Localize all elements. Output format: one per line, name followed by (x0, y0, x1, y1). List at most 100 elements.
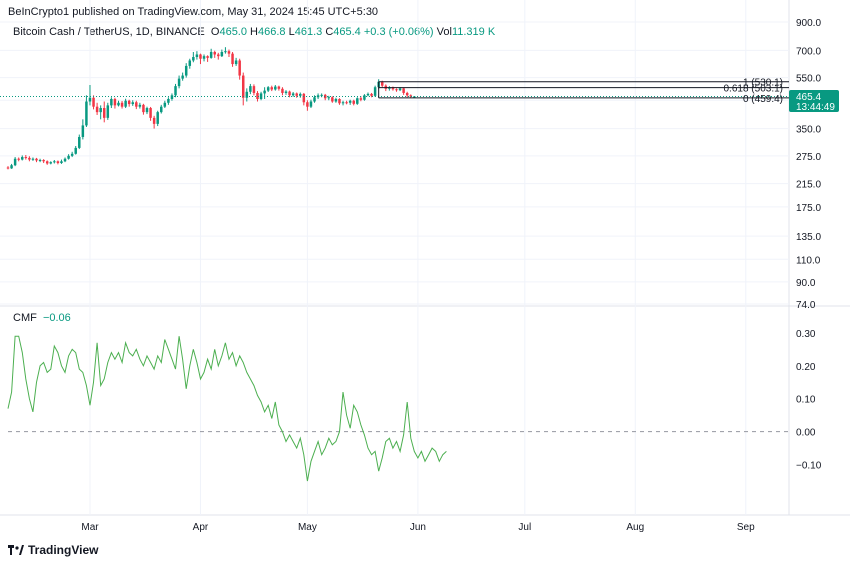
high-value: 466.8 (258, 26, 286, 38)
cmf-tick-label: 0.30 (796, 329, 816, 340)
candle-body (163, 102, 167, 107)
candle-body (234, 60, 238, 65)
candle-body (398, 88, 402, 91)
candle-body (88, 97, 92, 102)
price-tick-label: 110.0 (796, 255, 821, 266)
price-tick-label: 135.0 (796, 232, 821, 243)
price-tick-label: 74.0 (796, 300, 816, 311)
price-tick-label: 700.0 (796, 46, 821, 57)
candle-body (160, 106, 163, 113)
symbol-name[interactable]: Bitcoin Cash / TetherUS, 1D, BINANCE (13, 26, 205, 38)
candle-body (170, 95, 174, 99)
candle-body (302, 93, 306, 103)
candle-body (309, 101, 313, 107)
price-badge: 465.4 13:44:49 (789, 90, 839, 113)
candle-body (56, 161, 60, 164)
candle-body (391, 87, 395, 90)
time-axis[interactable]: Mar Apr May Jun Jul Aug Sep (81, 522, 755, 533)
cmf-line (7, 335, 447, 482)
candle-body (167, 98, 170, 103)
candle-body (95, 106, 99, 113)
candle-body (60, 161, 63, 164)
candle-body (284, 91, 288, 93)
candle-body (245, 91, 249, 98)
candle-body (402, 88, 405, 93)
candle-body (241, 75, 245, 98)
candle-body (252, 86, 256, 93)
candle-body (138, 104, 142, 107)
candle-body (231, 53, 234, 65)
price-badge-countdown: 13:44:49 (796, 102, 835, 113)
candle-body (117, 102, 120, 106)
candle-body (85, 101, 88, 126)
time-tick-label: May (298, 522, 317, 533)
cmf-tick-label: −0.10 (796, 461, 822, 472)
close-label: C (325, 26, 334, 38)
fib-retracement[interactable]: 1 (530.1)0.618 (503.1)0 (459.4) (378, 78, 789, 105)
candle-body (67, 155, 70, 159)
candle-body (70, 153, 74, 156)
volume-value: 11.319 K (451, 26, 496, 38)
candle-body (341, 102, 345, 104)
candle-body (323, 94, 327, 99)
candle-body (127, 100, 131, 105)
candle-body (380, 81, 384, 86)
candle-body (320, 94, 323, 96)
candle-body (63, 158, 67, 162)
price-tick-label: 175.0 (796, 203, 821, 214)
candle-body (156, 112, 159, 124)
candle-body (49, 162, 53, 164)
cmf-tick-label: 0.00 (796, 428, 816, 439)
fib-level-label: 0 (459.4) (743, 94, 783, 105)
candle-body (263, 90, 266, 94)
candle-body (145, 108, 149, 113)
candle-body (220, 51, 224, 57)
price-badge-bg (789, 90, 839, 112)
open-value: 465.0 (219, 26, 247, 38)
candle-body (217, 54, 220, 57)
candle-body (277, 86, 281, 89)
cmf-label[interactable]: CMF (13, 312, 37, 324)
high-label: H (250, 26, 258, 38)
candle-body (299, 93, 302, 96)
candle-body (227, 51, 231, 54)
candle-body (405, 92, 409, 96)
candle-body (345, 102, 348, 104)
candle-body (42, 160, 45, 162)
time-tick-label: Mar (81, 522, 99, 533)
cmf-tick-label: 0.20 (796, 362, 816, 373)
candle-body (256, 92, 259, 99)
candle-body (249, 86, 252, 92)
candle-body (142, 104, 145, 113)
candle-body (135, 102, 138, 107)
candle-body (209, 51, 213, 58)
change-value: +0.3 (+0.06%) (363, 26, 434, 38)
candle-body (28, 157, 31, 160)
candle-body (370, 93, 373, 96)
cmf-value: −0.06 (42, 312, 71, 324)
candle-body (6, 167, 10, 169)
cmf-axis[interactable]: 0.30 0.20 0.10 0.00 −0.10 (796, 329, 822, 472)
candle-body (213, 51, 216, 55)
candle-body (10, 165, 13, 169)
candle-body (313, 97, 316, 102)
candle-body (113, 98, 117, 106)
candle-body (192, 57, 195, 61)
candle-body (266, 87, 270, 91)
candle-body (188, 60, 192, 66)
candle-body (352, 100, 355, 104)
price-axis[interactable]: 900.0700.0550.0450.0350.0275.0215.0175.0… (796, 18, 821, 311)
time-tick-label: Jul (518, 522, 531, 533)
candle-body (195, 54, 199, 58)
price-tick-label: 275.0 (796, 152, 821, 163)
price-tick-label: 900.0 (796, 18, 821, 29)
candle-body (181, 75, 184, 79)
candle-body (17, 158, 20, 160)
grid (0, 0, 850, 516)
candle-body (35, 158, 38, 161)
fib-level-label: 0.618 (503.1) (724, 84, 784, 95)
candle-body (102, 108, 106, 118)
low-label: L (288, 26, 295, 38)
candle-body (174, 86, 177, 96)
